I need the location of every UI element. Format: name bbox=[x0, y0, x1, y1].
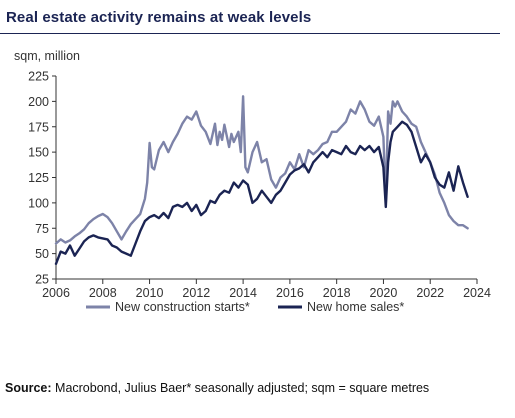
x-tick-label: 2024 bbox=[463, 286, 491, 300]
source-text: Macrobond, Julius Baer* seasonally adjus… bbox=[55, 381, 430, 395]
x-tick-label: 2022 bbox=[416, 286, 444, 300]
chart-title: Real estate activity remains at weak lev… bbox=[6, 9, 312, 26]
x-tick-label: 2012 bbox=[182, 286, 210, 300]
x-tick-label: 2016 bbox=[276, 286, 304, 300]
y-tick-label: 125 bbox=[28, 171, 49, 185]
x-tick-label: 2014 bbox=[229, 286, 257, 300]
legend-label-construction: New construction starts* bbox=[115, 300, 250, 314]
source-label: Source: bbox=[5, 381, 52, 395]
source-note: Source: Macrobond, Julius Baer* seasonal… bbox=[5, 381, 429, 395]
y-tick-label: 225 bbox=[28, 70, 49, 84]
x-tick-label: 2018 bbox=[323, 286, 351, 300]
x-tick-label: 2010 bbox=[136, 286, 164, 300]
x-tick-label: 2020 bbox=[370, 286, 398, 300]
y-tick-label: 150 bbox=[28, 146, 49, 160]
y-tick-label: 50 bbox=[35, 247, 49, 261]
y-tick-label: 75 bbox=[35, 222, 49, 236]
y-tick-label: 100 bbox=[28, 196, 49, 210]
y-tick-label: 200 bbox=[28, 95, 49, 109]
legend-label-sales: New home sales* bbox=[307, 300, 404, 314]
y-axis-label: sqm, million bbox=[14, 49, 80, 63]
title-rule bbox=[0, 33, 500, 34]
y-tick-label: 25 bbox=[35, 273, 49, 287]
y-tick-label: 175 bbox=[28, 120, 49, 134]
series-line-construction bbox=[54, 95, 469, 245]
x-tick-label: 2006 bbox=[42, 286, 70, 300]
series-line-sales bbox=[54, 120, 469, 265]
x-tick-label: 2008 bbox=[89, 286, 117, 300]
